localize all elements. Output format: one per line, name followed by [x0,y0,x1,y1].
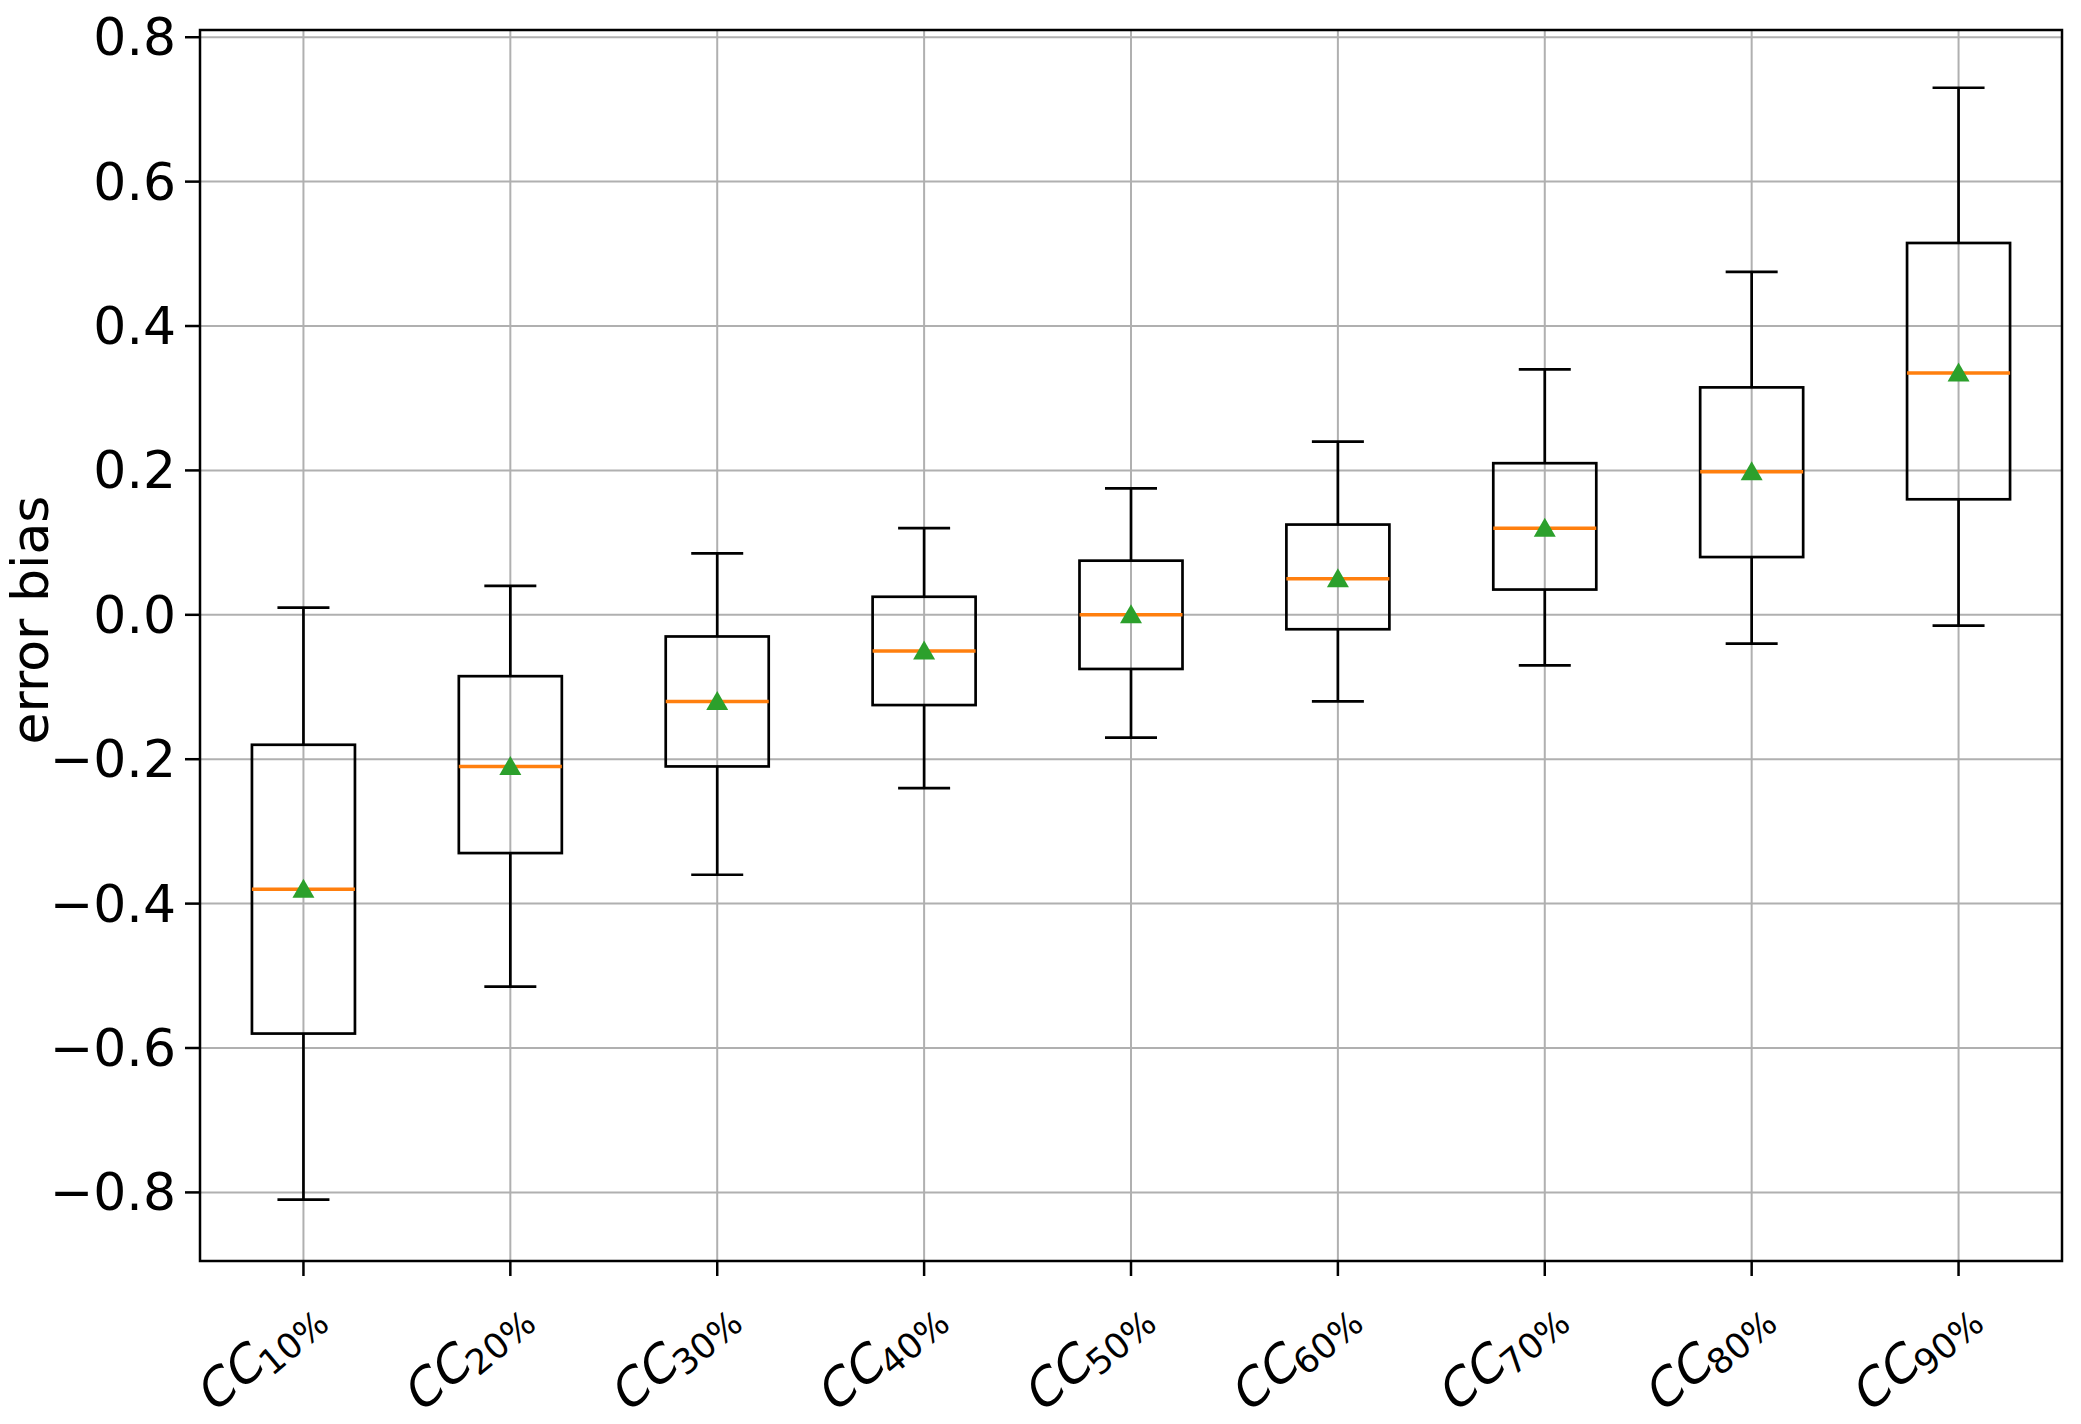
plot-svg: 0.8 0.6 0.4 0.2 0.0 −0.2 −0.4 −0.6 −0.8 CC10% CC20… [0,0,2081,1424]
y-tick-label: 0.0 [93,585,176,645]
y-axis-title: error bias [0,496,60,745]
x-tick-label: CC90% [1838,1285,1992,1424]
box-group [873,528,976,788]
y-tick-label: 0.6 [93,152,176,212]
y-tick-label: −0.2 [50,729,176,789]
box-group [1286,442,1389,702]
y-tick-label: −0.4 [50,874,176,934]
x-tick-label: CC20% [390,1285,544,1424]
y-tick-label: 0.2 [93,440,176,500]
box-group [1080,488,1183,737]
y-tick-label: −0.6 [50,1018,176,1078]
x-tick-label: CC60% [1217,1285,1371,1424]
grid-layer [200,30,2062,1261]
boxplot-figure: 0.8 0.6 0.4 0.2 0.0 −0.2 −0.4 −0.6 −0.8 CC10% CC20… [0,0,2081,1424]
x-tick-label: CC10% [183,1285,337,1424]
y-tick-label: 0.8 [93,7,176,67]
x-tick-label: CC30% [597,1285,751,1424]
x-tick-label: CC70% [1424,1285,1578,1424]
x-tick-label: CC80% [1631,1285,1785,1424]
label-layer: 0.8 0.6 0.4 0.2 0.0 −0.2 −0.4 −0.6 −0.8 CC10% CC20… [50,7,1992,1424]
y-tick-label: −0.8 [50,1162,176,1222]
x-tick-label: CC50% [1010,1285,1164,1424]
y-tick-label: 0.4 [93,296,176,356]
axes-layer [185,30,2062,1276]
x-tick-label: CC40% [803,1285,957,1424]
